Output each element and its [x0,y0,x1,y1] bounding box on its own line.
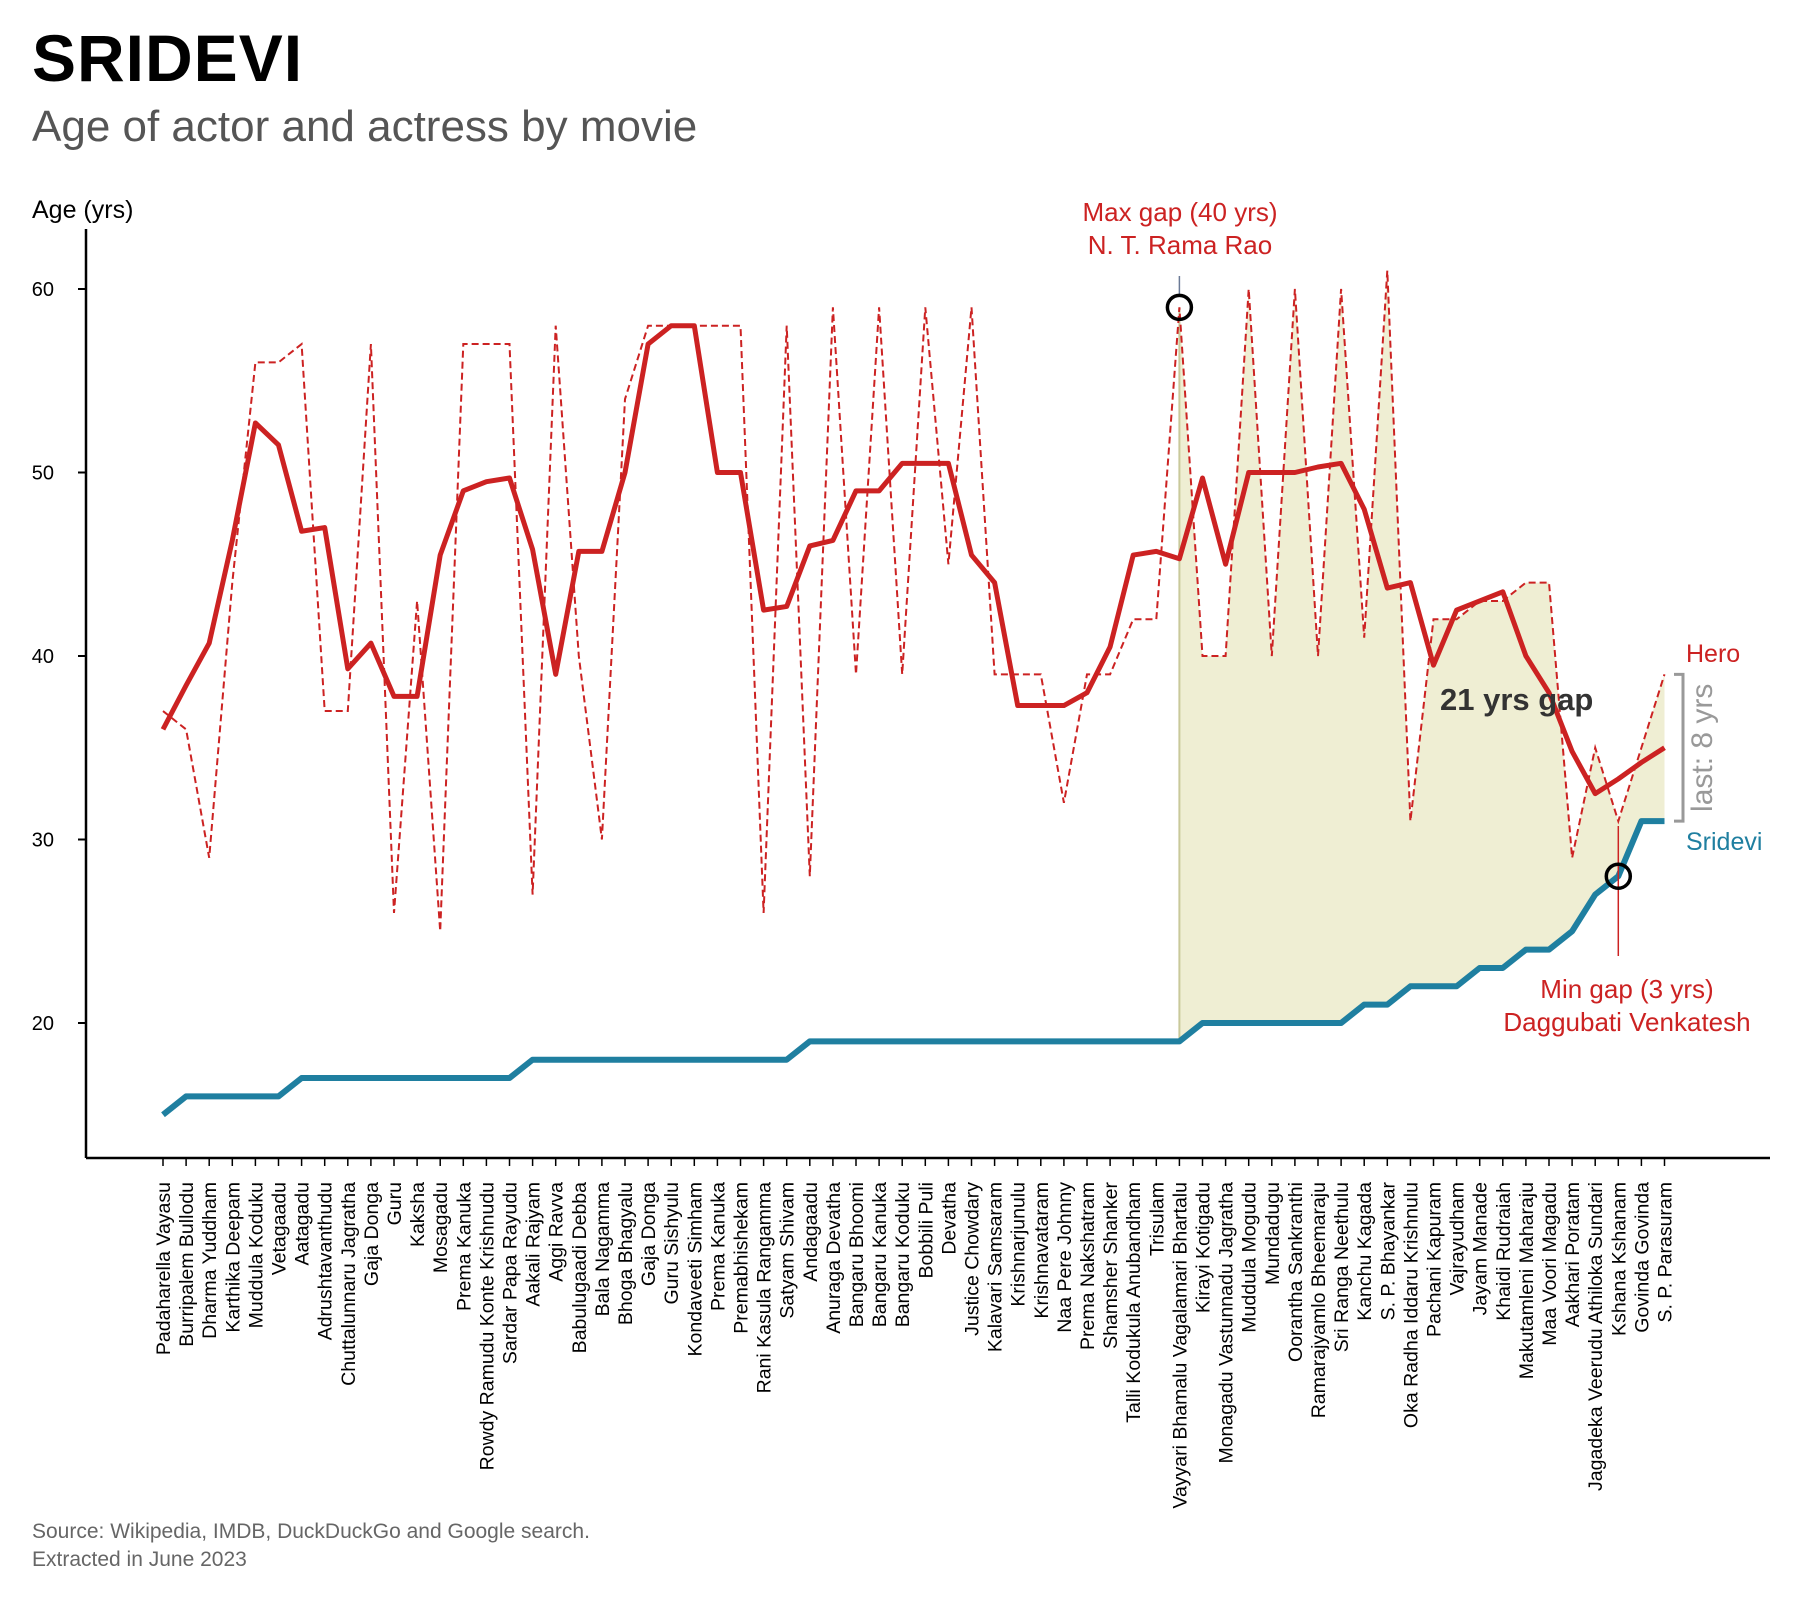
x-tick-label: Chuttalunnaru Jagratha [338,1182,360,1386]
last-gap-bracket [1674,672,1685,823]
x-tick-label: Gaja Donga [638,1182,660,1286]
x-tick-label: Guru [384,1182,406,1225]
x-tick-label: Aakhari Poratam [1562,1182,1584,1327]
x-tick-label: Aakali Rajyam [523,1182,545,1307]
x-tick-label: Ramarajyamlo Bheemaraju [1308,1182,1330,1418]
x-tick-label: Bala Nagamma [592,1182,614,1317]
x-tick-label: Andagaadu [800,1182,822,1282]
y-axis-label: Age (yrs) [32,196,133,224]
x-tick-label: Krishnarjunulu [1008,1182,1030,1307]
x-tick-label: Bangaru Kanuka [869,1182,891,1327]
x-tick-label: Maa Voori Magadu [1539,1182,1561,1346]
x-tick-label: Bobbili Puli [915,1182,937,1278]
x-tick-label: Govinda Govinda [1631,1182,1653,1333]
x-tick-label: Bangaru Koduku [892,1182,914,1327]
x-tick-label: Jagadeka Veerudu Athiloka Sundari [1585,1182,1607,1491]
x-tick-label: Oka Radha Iddaru Krishnulu [1400,1182,1422,1428]
x-tick-label: Mundadugu [1262,1182,1284,1285]
x-tick-label: Premabhishekam [731,1182,753,1334]
x-tick-label: Rowdy Ramudu Konte Krishnudu [476,1182,498,1470]
x-tick-label: Mosagadu [430,1182,452,1273]
actress-series-label: Sridevi [1686,828,1762,856]
x-tick-label: Oorantha Sankranthi [1285,1182,1307,1362]
x-tick-label: Vayyari Bhamalu Vagalamari Bhartalu [1169,1182,1191,1509]
chart-title: SRIDEVI [32,21,304,95]
x-tick-label: Muddula Mogudu [1239,1182,1261,1333]
x-tick-label: Dharma Yuddham [199,1182,221,1339]
x-tick-label: Bhoga Bhagyalu [615,1182,637,1325]
x-tick-label: Prema Kanuka [707,1182,729,1311]
x-tick-label: Rani Kasula Rangamma [754,1182,776,1394]
x-tick-label: Babulugaadi Debba [569,1182,591,1353]
x-tick-label: Muddula Koduku [245,1182,267,1328]
x-tick-label: Sri Ranga Neethulu [1331,1182,1353,1352]
x-tick-label: Kirayi Kotigadu [1193,1182,1215,1313]
x-tick-label: Vajrayudham [1447,1182,1469,1295]
hero-series-label: Hero [1686,640,1740,668]
x-tick-label: Adrushtavanthudu [315,1182,337,1340]
hero-age-dashed-line [162,270,1666,932]
hero-age-smoothed-line [160,323,1666,797]
x-tick-label: Talli Kodukula Anubandham [1123,1182,1145,1423]
x-tick-label: Bangaru Bhoomi [846,1182,868,1327]
x-tick-label: Kondaveeti Simham [684,1182,706,1357]
x-tick-label: Burripalem Bullodu [176,1182,198,1347]
x-tick-label: Prema Kanuka [453,1182,475,1311]
y-tick-label: 50 [32,463,54,485]
x-tick-label: Kshana Kshanam [1608,1182,1630,1336]
gap-shaded-area [1179,270,1665,1042]
max-gap-label: Max gap (40 yrs) [1082,197,1277,227]
x-tick-label: Guru Sishyulu [661,1182,683,1304]
last-gap-label: last: 8 yrs [1686,684,1719,812]
source-line: Source: Wikipedia, IMDB, DuckDuckGo and … [32,1520,590,1543]
x-tick-label: Trisulam [1146,1182,1168,1256]
x-tick-label: Anuraga Devatha [823,1182,845,1334]
x-tick-label: Gaja Donga [361,1182,383,1286]
x-tick-label: Kalavari Samsaram [985,1182,1007,1352]
x-tick-label: Devatha [938,1182,960,1255]
x-tick-label: Kanchu Kagada [1354,1182,1376,1321]
x-tick-label: Jayam Manade [1470,1182,1492,1315]
y-tick-label: 60 [32,279,54,301]
x-tick-label: S. P. Bhayankar [1377,1182,1399,1321]
x-tick-label: Monagadu Vastunnadu Jagratha [1216,1182,1238,1464]
y-tick-label: 30 [32,830,54,852]
x-tick-label: Vetagaadu [269,1182,291,1275]
y-tick-label: 40 [32,646,54,668]
x-tick-label: Karthika Deepam [222,1182,244,1333]
average-gap-label: 21 yrs gap [1440,682,1593,717]
x-tick-label: Aggi Ravva [546,1182,568,1282]
x-tick-label: Pachani Kapuram [1424,1182,1446,1337]
max-gap-actor-label: N. T. Rama Rao [1088,230,1272,260]
x-tick-label: Krishnavataram [1031,1182,1053,1319]
x-tick-label: Padaharella Vayasu [153,1182,175,1355]
x-tick-label: Satyam Shivam [777,1182,799,1319]
min-gap-marker [1604,862,1633,890]
source-date-line: Extracted in June 2023 [32,1548,247,1571]
x-tick-label: Shamsher Shanker [1100,1181,1122,1348]
chart-subtitle: Age of actor and actress by movie [32,102,698,151]
x-tick-label: S. P. Parasuram [1655,1182,1677,1323]
x-tick-label: Naa Pere Johnny [1054,1182,1076,1333]
x-tick-label: Makutamleni Maharaju [1516,1182,1538,1379]
x-tick-label: Khaidi Rudraiah [1493,1182,1515,1321]
x-tick-label: Prema Nakshatram [1077,1182,1099,1350]
source-note: Source: Wikipedia, IMDB, DuckDuckGo and … [32,1518,590,1574]
x-tick-label: Sardar Papa Rayudu [500,1182,522,1364]
min-gap-actor-label: Daggubati Venkatesh [1503,1007,1750,1037]
x-tick-label: Justice Chowdary [962,1182,984,1336]
max-gap-marker [1165,293,1194,322]
y-tick-label: 20 [32,1013,54,1035]
actress-age-line [161,818,1665,1118]
x-tick-label: Aatagadu [292,1182,314,1266]
x-tick-label: Kaksha [407,1182,429,1247]
min-gap-label: Min gap (3 yrs) [1540,974,1713,1004]
